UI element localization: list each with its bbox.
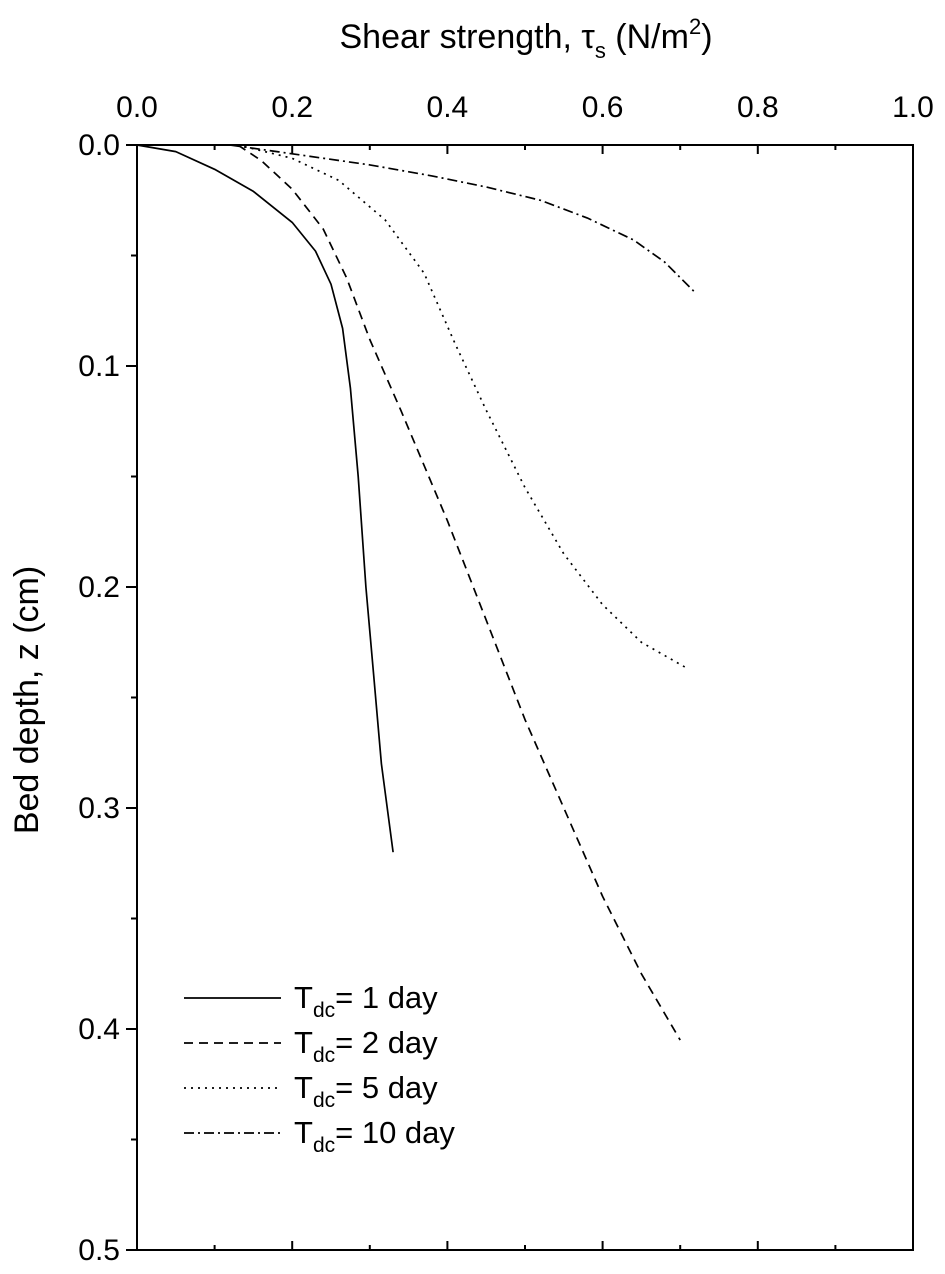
ticks: 0.0 0.2 0.4 0.6 0.8 1.0 0.0 0.1 0.2 0.3 0.4 0.5 [78, 91, 934, 1267]
x-tick-label: 1.0 [892, 91, 934, 124]
x-tick-label: 0.0 [116, 91, 158, 124]
x-tick-label: 0.8 [737, 91, 779, 124]
x-axis-title-symbol-sub: s [595, 38, 606, 63]
x-tick-label: 0.2 [271, 91, 313, 124]
y-tick-label: 0.4 [78, 1013, 120, 1046]
legend-label-3: Tdc= 5 day [294, 1070, 438, 1112]
x-tick-label: 0.6 [582, 91, 624, 124]
x-axis-title-unit-open: (N/m [606, 18, 689, 56]
y-tick-label: 0.3 [78, 792, 120, 825]
series-line-3 [237, 144, 689, 670]
x-tick-label: 0.4 [427, 91, 469, 124]
legend-label-4: Tdc= 10 day [294, 1115, 455, 1157]
legend-label-1: Tdc= 1 day [294, 980, 438, 1022]
series-line-4 [229, 144, 697, 294]
y-axis-title: Bed depth, z (cm) [8, 566, 46, 834]
legend-label-2: Tdc= 2 day [294, 1025, 438, 1067]
y-tick-label: 0.0 [78, 129, 120, 162]
x-axis-title-prefix: Shear strength, [339, 18, 581, 56]
y-tick-label: 0.5 [78, 1234, 120, 1267]
x-axis-title-symbol: τ [581, 18, 595, 56]
y-tick-label: 0.1 [78, 350, 120, 383]
series-line-2 [237, 144, 681, 1041]
x-axis-title-unit-sup: 2 [689, 14, 701, 39]
x-axis-title-unit-close: ) [701, 18, 712, 56]
x-axis-title: Shear strength, τs (N/m2) [339, 14, 712, 63]
series-line-1 [136, 144, 394, 853]
y-tick-label: 0.2 [78, 571, 120, 604]
series-lines [136, 144, 697, 1041]
plot-frame [136, 144, 914, 1251]
